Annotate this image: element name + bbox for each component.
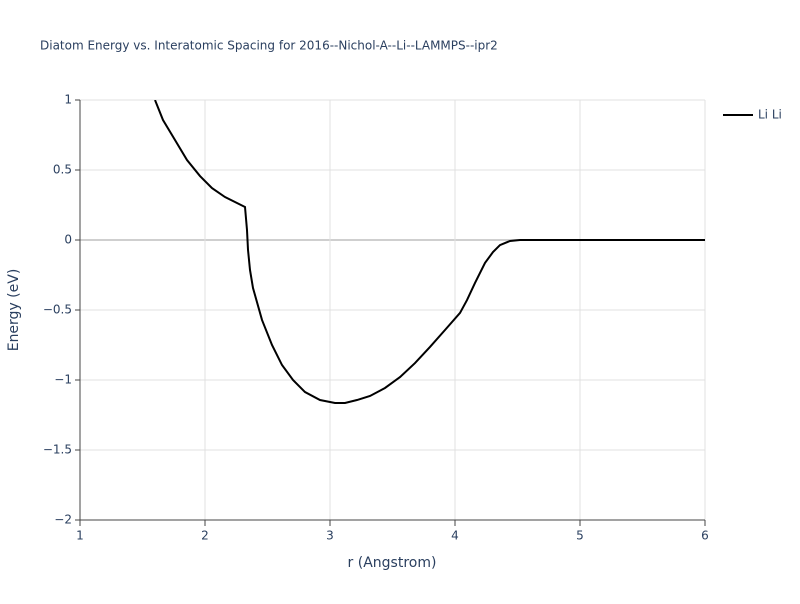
- y-tick-label: 0: [64, 233, 72, 247]
- y-tick-label: −0.5: [43, 303, 72, 317]
- y-axis-label: Energy (eV): [6, 269, 22, 352]
- x-tick-label: 2: [201, 529, 209, 543]
- data-line: [154, 100, 705, 404]
- y-tick-label: −2: [54, 513, 72, 527]
- x-tick-label: 6: [701, 529, 709, 543]
- chart-title: Diatom Energy vs. Interatomic Spacing fo…: [40, 39, 498, 53]
- x-tick-label: 1: [76, 529, 84, 543]
- legend-label: Li Li: [758, 108, 782, 122]
- x-tick-label: 4: [451, 529, 459, 543]
- x-tick-label: 5: [576, 529, 584, 543]
- y-tick-label: −1.5: [43, 443, 72, 457]
- y-tick-label: 1: [64, 93, 72, 107]
- x-axis-label: r (Angstrom): [348, 555, 437, 571]
- x-tick-label: 3: [326, 529, 334, 543]
- y-tick-label: 0.5: [53, 163, 72, 177]
- y-tick-label: −1: [54, 373, 72, 387]
